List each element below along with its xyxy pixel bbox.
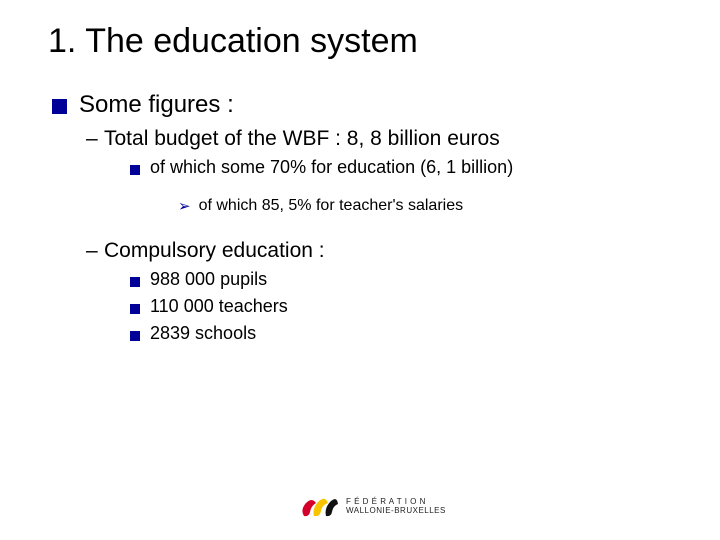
level3-text: 110 000 teachers <box>150 296 288 317</box>
level3-item: 2839 schools <box>130 323 680 344</box>
level1-text: Some figures : <box>79 91 234 119</box>
square-bullet-icon <box>52 99 67 114</box>
small-square-bullet-icon <box>130 277 140 287</box>
slide-title: 1. The education system <box>48 22 680 61</box>
level2-text: Compulsory education : <box>104 239 325 263</box>
small-square-bullet-icon <box>130 331 140 341</box>
level2-item: – Total budget of the WBF : 8, 8 billion… <box>86 127 680 151</box>
level4-item: ➢ of which 85, 5% for teacher's salaries <box>178 196 680 215</box>
level2-item: – Compulsory education : <box>86 239 680 263</box>
dash-bullet-icon: – <box>86 239 104 263</box>
footer-logo: F É D É R A T I O N WALLONIE-BRUXELLES <box>298 492 446 522</box>
logo-line2: WALLONIE-BRUXELLES <box>346 507 446 516</box>
level3-item: of which some 70% for education (6, 1 bi… <box>130 157 680 178</box>
federation-logo-icon <box>298 492 340 522</box>
level3-text: of which some 70% for education (6, 1 bi… <box>150 157 513 178</box>
logo-text: F É D É R A T I O N WALLONIE-BRUXELLES <box>346 498 446 516</box>
small-square-bullet-icon <box>130 165 140 175</box>
level3-item: 988 000 pupils <box>130 269 680 290</box>
dash-bullet-icon: – <box>86 127 104 151</box>
level2-text: Total budget of the WBF : 8, 8 billion e… <box>104 127 500 151</box>
level4-text: of which 85, 5% for teacher's salaries <box>199 197 464 215</box>
level3-text: 2839 schools <box>150 323 256 344</box>
level3-item: 110 000 teachers <box>130 296 680 317</box>
arrow-bullet-icon: ➢ <box>178 197 191 215</box>
level1-item: Some figures : <box>52 91 680 119</box>
small-square-bullet-icon <box>130 304 140 314</box>
level3-text: 988 000 pupils <box>150 269 267 290</box>
